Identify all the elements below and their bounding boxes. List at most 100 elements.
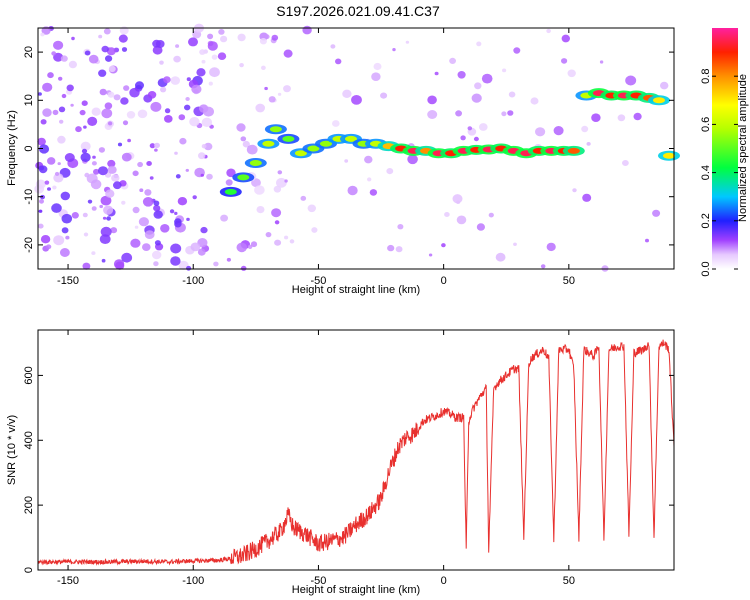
noise-blob	[371, 72, 381, 81]
noise-blob	[591, 113, 601, 122]
colorbar-gradient	[712, 28, 738, 269]
noise-blob	[91, 161, 97, 166]
noise-blob	[198, 152, 206, 160]
noise-blob	[284, 179, 288, 183]
noise-blob	[367, 177, 372, 182]
noise-blob	[153, 210, 163, 219]
noise-blob	[660, 81, 669, 90]
noise-blob	[209, 67, 220, 78]
y-tick-label: 10	[23, 94, 35, 106]
noise-blob	[105, 189, 115, 198]
noise-blob	[488, 212, 494, 218]
noise-blob	[254, 185, 265, 195]
noise-blob	[38, 165, 45, 171]
noise-blob	[502, 68, 507, 73]
noise-blob	[271, 34, 279, 41]
noise-blob	[135, 81, 144, 90]
noise-blob	[121, 200, 126, 205]
noise-blob	[546, 28, 551, 34]
noise-blob	[351, 95, 362, 105]
noise-blob	[149, 176, 154, 180]
colorbar-tick-label: 0.8	[700, 69, 712, 84]
noise-blob	[47, 157, 56, 165]
noise-blob	[81, 148, 88, 154]
noise-blob	[203, 106, 214, 117]
noise-blob	[581, 125, 589, 133]
noise-blob	[540, 264, 546, 269]
y-tick-label: -10	[23, 189, 35, 205]
noise-blob	[201, 144, 207, 149]
noise-blob	[45, 244, 52, 250]
noise-blob	[154, 142, 160, 149]
noise-blob	[87, 199, 93, 204]
noise-blob	[154, 148, 158, 152]
noise-blob	[535, 127, 546, 137]
spectrogram-x-label: Height of straight line (km)	[292, 284, 420, 296]
noise-blob	[561, 34, 570, 43]
noise-blob	[40, 32, 45, 37]
noise-blob	[405, 40, 410, 44]
noise-blob	[147, 91, 157, 99]
noise-blob	[277, 92, 282, 96]
ridge-point	[307, 145, 320, 152]
noise-blob	[60, 248, 70, 257]
noise-blob	[164, 108, 171, 114]
noise-blob	[53, 52, 64, 62]
noise-blob	[104, 102, 113, 110]
noise-blob	[332, 120, 340, 127]
noise-blob	[283, 85, 291, 93]
noise-blob	[387, 244, 395, 252]
noise-blob	[220, 35, 228, 43]
noise-blob	[117, 142, 123, 147]
noise-blob	[58, 76, 63, 81]
ridge-point	[653, 97, 665, 104]
noise-blob	[246, 144, 258, 155]
noise-blob	[456, 215, 467, 225]
noise-blob	[38, 209, 43, 213]
noise-blob	[225, 179, 233, 186]
noise-blob	[61, 227, 69, 234]
noise-blob	[397, 224, 404, 230]
noise-blob	[220, 214, 229, 222]
noise-blob	[152, 250, 162, 260]
noise-blob	[218, 29, 225, 35]
noise-blob	[373, 62, 382, 71]
noise-blob	[201, 59, 206, 64]
noise-blob	[153, 261, 159, 267]
noise-blob	[61, 213, 73, 224]
x-tick-label: -100	[182, 575, 204, 587]
noise-blob	[57, 135, 66, 144]
noise-blob	[93, 168, 100, 175]
noise-blob	[276, 177, 287, 188]
noise-blob	[98, 69, 107, 77]
noise-blob	[444, 212, 450, 217]
noise-blob	[284, 235, 289, 240]
noise-blob	[380, 92, 388, 99]
snr-x-label: Height of straight line (km)	[292, 584, 420, 596]
noise-blob	[467, 126, 473, 131]
noise-blob	[144, 189, 152, 196]
noise-blob	[174, 151, 178, 155]
noise-blob	[513, 242, 517, 246]
noise-blob	[240, 265, 247, 271]
noise-blob	[160, 224, 170, 233]
noise-blob	[123, 85, 130, 91]
noise-blob	[395, 246, 403, 253]
spectrogram-x-ticks: -150 -100 -50 0 50	[57, 28, 575, 287]
noise-blob	[150, 101, 162, 112]
noise-blob	[200, 173, 204, 177]
noise-blob	[142, 197, 154, 207]
noise-blob	[189, 117, 200, 127]
noise-blob	[476, 41, 482, 47]
noise-blob	[53, 235, 65, 246]
noise-blob	[186, 77, 191, 82]
noise-blob	[106, 47, 116, 56]
noise-blob	[132, 206, 140, 214]
colorbar-label: Normalized spectral amplitude	[737, 74, 749, 222]
noise-blob	[441, 243, 446, 248]
noise-blob	[242, 140, 250, 148]
snr-x-ticks: -150 -100 -50 0 50	[57, 330, 575, 587]
noise-blob	[82, 212, 88, 218]
noise-blob	[70, 103, 74, 107]
noise-blob	[407, 154, 418, 165]
